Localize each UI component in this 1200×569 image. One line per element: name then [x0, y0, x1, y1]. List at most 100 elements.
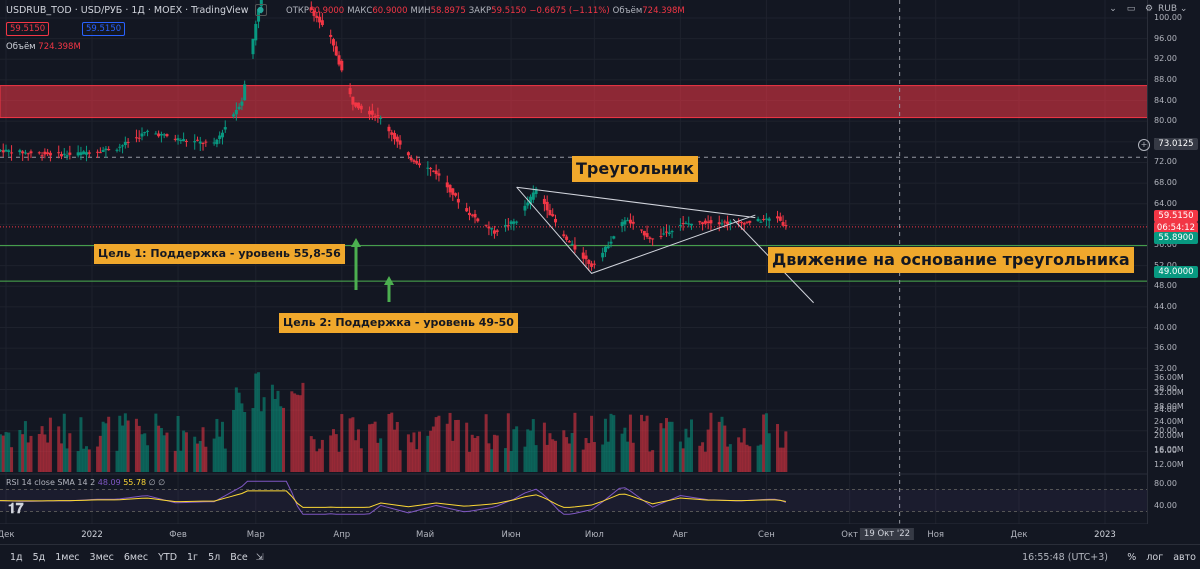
candle — [717, 222, 721, 225]
volume-bar — [395, 421, 399, 472]
volume-bar — [293, 393, 297, 472]
scale-button[interactable]: лог — [1146, 551, 1164, 563]
candle — [254, 23, 258, 41]
symbol-header[interactable]: USDRUB_TOD · USD/РУБ · 1Д · MOEX · Tradi… — [6, 4, 267, 16]
price-tick-label: 24.00 — [1154, 405, 1177, 415]
candle — [101, 150, 105, 152]
candle — [703, 220, 707, 224]
crosshair-date-tag: 19 Окт '22 — [859, 528, 915, 540]
scale-button[interactable]: % — [1127, 551, 1137, 563]
time-tick-label: Июл — [584, 530, 604, 540]
currency-selector[interactable]: RUB ⌄ — [1158, 4, 1188, 14]
date-range-icon[interactable]: ⇲ — [255, 551, 264, 563]
candle — [640, 229, 644, 231]
candle — [359, 105, 363, 110]
candle — [218, 135, 222, 140]
volume-bar — [312, 439, 316, 472]
add-alert-icon[interactable]: + — [1138, 139, 1150, 151]
volume-bar — [451, 440, 455, 472]
volume-bar — [684, 428, 688, 472]
volume-bar — [295, 394, 299, 472]
candle — [645, 233, 649, 237]
volume-bar — [612, 415, 616, 472]
volume-bar — [681, 448, 685, 472]
rsi-tick-label: 80.00 — [1154, 479, 1177, 488]
annotation-target1[interactable]: Цель 1: Поддержка - уровень 55,8-56 — [94, 244, 345, 264]
price-tick-label: 48.00 — [1154, 281, 1177, 291]
candle — [331, 39, 335, 46]
range-button[interactable]: 1д — [10, 551, 23, 563]
settings-icon[interactable]: ⚙ — [1144, 4, 1154, 14]
volume-bar — [23, 421, 27, 472]
volume-bar — [68, 433, 72, 472]
range-button[interactable]: Все — [230, 551, 248, 563]
volume-bar — [623, 427, 627, 472]
candle — [4, 149, 8, 152]
candle — [232, 114, 236, 117]
candle — [354, 102, 358, 107]
candle — [412, 160, 416, 162]
candle — [184, 140, 188, 142]
arrow-target1-head — [351, 238, 361, 247]
candle — [118, 146, 122, 148]
candle — [531, 192, 535, 200]
volume-bar — [143, 433, 147, 472]
volume-bar — [484, 414, 488, 472]
range-button[interactable]: 6мес — [123, 551, 149, 563]
volume-bar — [445, 423, 449, 472]
candle — [548, 210, 552, 216]
volume-bar — [603, 418, 607, 472]
countdown-tag: 06:54:12 — [1154, 222, 1198, 234]
annotation-movement[interactable]: Движение на основание треугольника — [768, 247, 1134, 273]
range-button[interactable]: 1мес — [55, 551, 80, 563]
resistance-zone — [0, 85, 1148, 119]
bid-price[interactable]: 59.5150 — [6, 22, 50, 36]
candle — [756, 218, 760, 222]
time-tick-label: Ноя — [927, 530, 945, 540]
volume-bar — [565, 437, 569, 472]
volume-bar — [329, 435, 333, 472]
volume-bar — [473, 437, 477, 472]
range-button[interactable]: 5д — [32, 551, 46, 563]
candle — [454, 193, 458, 196]
symbol-title: USDRUB_TOD · USD/РУБ · 1Д · MOEX · Tradi… — [6, 4, 249, 16]
annotation-triangle[interactable]: Треугольник — [572, 156, 698, 182]
volume-bar — [406, 434, 410, 472]
volume-bar — [195, 443, 199, 472]
scale-button[interactable]: авто — [1173, 551, 1196, 563]
annotation-target2[interactable]: Цель 2: Поддержка - уровень 49-50 — [279, 313, 518, 333]
volume-bar — [429, 430, 433, 472]
ohlc-item: МИН58.8975 — [410, 6, 465, 16]
candle — [137, 137, 141, 139]
candle — [565, 236, 569, 240]
clock[interactable]: 16:55:48 (UTC+3) — [1022, 551, 1108, 563]
ask-price[interactable]: 59.5150 — [82, 22, 126, 36]
price-axis[interactable] — [1147, 0, 1200, 524]
volume-bar — [104, 423, 108, 472]
candle — [701, 222, 705, 225]
volume-bar — [748, 446, 752, 472]
range-button[interactable]: YTD — [158, 551, 178, 563]
candle — [665, 231, 669, 233]
candle — [592, 263, 596, 265]
candle — [107, 149, 111, 151]
volume-bar — [759, 444, 763, 472]
range-button[interactable]: 1г — [187, 551, 199, 563]
candle — [651, 238, 655, 240]
range-button[interactable]: 3мес — [89, 551, 114, 563]
volume-bar — [60, 443, 64, 472]
candle — [84, 152, 88, 155]
currency-label: RUB — [1158, 4, 1178, 14]
volume-bar — [504, 448, 508, 472]
ohlc-item: Объём724.398M — [613, 6, 685, 16]
candle — [495, 230, 499, 232]
candle — [157, 133, 161, 137]
volume-bar — [689, 419, 693, 472]
volume-bar — [631, 442, 635, 472]
ohlc-key: МАКС — [347, 6, 373, 16]
maximize-icon[interactable]: ▭ — [1126, 4, 1136, 14]
volume-bar — [542, 422, 546, 472]
collapse-icon[interactable]: ⌄ — [1109, 4, 1117, 14]
candle — [631, 221, 635, 224]
range-button[interactable]: 5л — [208, 551, 221, 563]
